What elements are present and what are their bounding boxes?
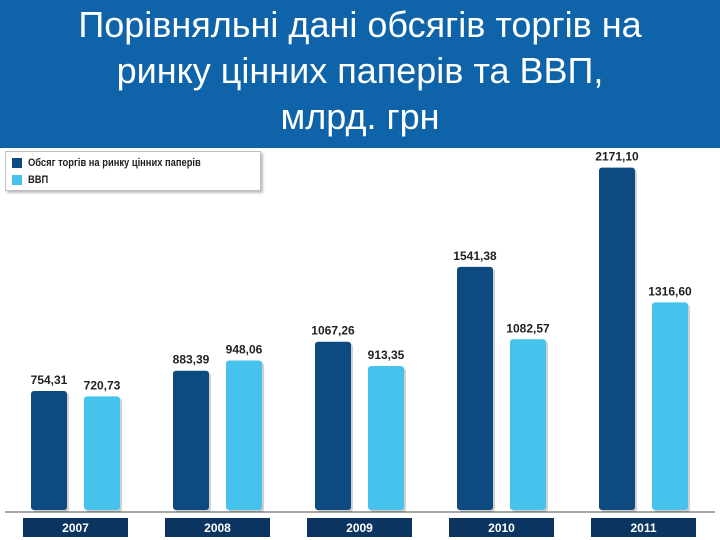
data-label-trading-2008: 883,39: [173, 353, 210, 367]
data-label-trading-2009: 1067,26: [311, 324, 355, 338]
chart-legend: Обсяг торгів на ринку цінних паперів ВВП: [5, 151, 261, 191]
title-line-3: млрд. грн: [280, 96, 440, 137]
bar-trading-2010: [457, 266, 493, 510]
bar-gdp-2011: [652, 302, 688, 510]
x-tick-block-2010: [449, 518, 554, 537]
legend-swatch-gdp: [12, 175, 22, 185]
data-label-gdp-2011: 1316,60: [648, 284, 692, 298]
x-tick-block-2008: [165, 518, 270, 537]
data-label-trading-2011: 2171,10: [595, 150, 639, 164]
data-label-gdp-2007: 720,73: [84, 378, 121, 392]
bar-gdp-2009: [368, 365, 404, 510]
bar-trading-2009: [315, 341, 351, 510]
x-tick-label-2009: 2009: [346, 521, 373, 535]
data-label-gdp-2010: 1082,57: [506, 321, 550, 335]
x-tick-label-2010: 2010: [488, 521, 515, 535]
x-tick-block-2009: [307, 518, 412, 537]
bar-gdp-2007: [84, 396, 120, 510]
bar-trading-2007: [31, 391, 67, 510]
x-tick-label-2008: 2008: [204, 521, 231, 535]
data-label-gdp-2009: 913,35: [368, 348, 405, 362]
bar-trading-2011: [599, 167, 635, 510]
data-label-trading-2010: 1541,38: [453, 249, 497, 263]
title-line-2: ринку цінних паперів та ВВП,: [116, 50, 604, 91]
legend-item-trading: Обсяг торгів на ринку цінних паперів: [12, 155, 231, 171]
bar-gdp-2008: [226, 360, 262, 510]
x-tick-block-2007: [23, 518, 128, 537]
data-label-trading-2007: 754,31: [31, 373, 68, 387]
x-tick-block-2011: [591, 518, 696, 537]
title-line-1: Порівняльні дані обсягів торгів на: [78, 4, 642, 45]
bar-gdp-2010: [510, 339, 546, 510]
legend-label-gdp: ВВП: [28, 174, 49, 186]
title-band: Порівняльні дані обсягів торгів на ринку…: [0, 0, 720, 148]
legend-swatch-trading: [12, 158, 22, 168]
bar-trading-2008: [173, 370, 209, 510]
legend-label-trading: Обсяг торгів на ринку цінних паперів: [28, 157, 201, 169]
data-label-gdp-2008: 948,06: [226, 342, 263, 356]
legend-item-gdp: ВВП: [12, 172, 52, 188]
x-tick-label-2011: 2011: [630, 521, 656, 535]
x-tick-label-2007: 2007: [62, 521, 89, 535]
chart-title: Порівняльні дані обсягів торгів на ринку…: [0, 2, 720, 140]
